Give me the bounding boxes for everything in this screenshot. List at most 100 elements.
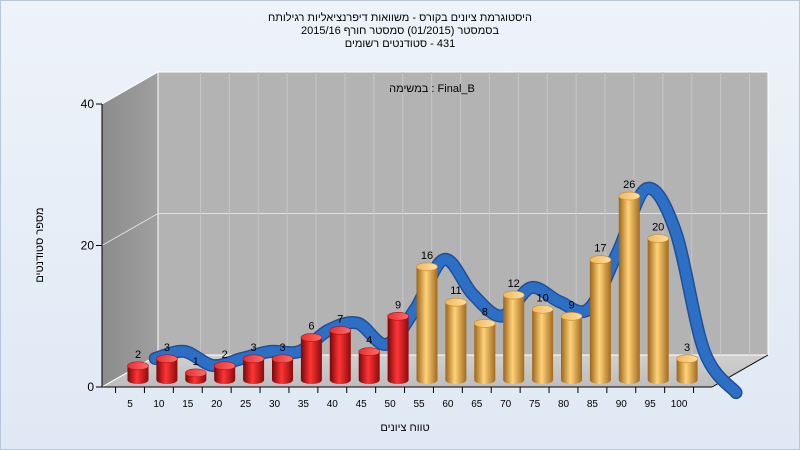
x-tick-label-50: 50 <box>385 399 397 410</box>
bar-top-65 <box>473 319 496 328</box>
bar-value-label-80: 9 <box>568 299 574 311</box>
bar-55 <box>416 262 438 384</box>
x-tick-label-80: 80 <box>558 399 570 410</box>
bar-50 <box>387 312 409 384</box>
bar-top-55 <box>416 262 438 272</box>
x-tick-label-95: 95 <box>645 399 657 410</box>
bar-top-95 <box>647 234 670 243</box>
bar-value-label-30: 3 <box>279 342 285 354</box>
bar-top-100 <box>676 354 698 364</box>
bar-10 <box>156 354 178 384</box>
bar-top-10 <box>156 354 178 364</box>
chart-subtitle: במשימה : Final_B <box>389 83 475 95</box>
bar-body-20 <box>214 365 236 384</box>
chart-title-line-3: 431 - סטודנטים רשומים <box>344 38 456 50</box>
bar-body-90 <box>618 196 640 384</box>
bar-value-label-50: 9 <box>395 299 401 311</box>
bar-top-90 <box>618 191 641 201</box>
x-tick-label-5: 5 <box>127 399 133 410</box>
bar-value-label-75: 10 <box>536 292 548 304</box>
bar-body-65 <box>474 323 496 384</box>
bar-body-70 <box>503 295 525 384</box>
x-tick-label-15: 15 <box>182 399 194 410</box>
x-tick-label-70: 70 <box>500 399 512 410</box>
bar-body-80 <box>561 316 582 384</box>
x-tick-label-30: 30 <box>269 399 281 410</box>
bar-body-95 <box>647 238 669 384</box>
bar-30 <box>271 354 294 384</box>
bar-top-50 <box>387 312 409 321</box>
bar-35 <box>300 333 323 384</box>
bar-top-45 <box>358 347 381 357</box>
bar-15 <box>185 368 207 384</box>
bar-top-80 <box>560 312 583 321</box>
bar-25 <box>242 354 265 384</box>
bar-top-15 <box>185 368 207 378</box>
bar-value-label-60: 11 <box>450 285 461 297</box>
y-axis-label: מספר סטודנטים <box>34 207 46 282</box>
bar-body-100 <box>676 358 698 384</box>
bar-70 <box>502 290 525 384</box>
bar-body-35 <box>300 337 322 384</box>
bar-value-label-20: 2 <box>222 349 228 361</box>
bar-90 <box>618 191 641 384</box>
x-tick-label-55: 55 <box>413 399 425 410</box>
bar-body-45 <box>358 351 380 384</box>
bar-top-60 <box>445 297 467 307</box>
bar-value-label-100: 3 <box>684 342 690 354</box>
bar-value-label-70: 12 <box>508 278 520 290</box>
chart-title-line-1: היסטוגרמת ציונים בקורס - משוואות דיפרנצי… <box>268 12 532 24</box>
x-tick-label-75: 75 <box>529 399 541 410</box>
bar-body-50 <box>387 316 409 384</box>
bar-top-5 <box>127 361 149 371</box>
bar-body-10 <box>156 358 178 384</box>
bar-value-label-5: 2 <box>135 349 141 361</box>
bar-value-label-35: 6 <box>308 321 314 333</box>
x-tick-label-40: 40 <box>327 399 339 410</box>
x-tick-label-25: 25 <box>240 399 252 410</box>
x-tick-label-45: 45 <box>356 399 368 410</box>
gridline-left-20 <box>101 213 159 246</box>
x-tick-label-100: 100 <box>671 399 688 410</box>
bar-body-30 <box>272 358 293 384</box>
bar-top-85 <box>589 255 612 265</box>
bar-top-35 <box>300 333 323 342</box>
bar-top-40 <box>329 326 352 335</box>
bar-top-30 <box>271 354 294 364</box>
bar-body-25 <box>243 358 265 384</box>
bar-value-label-90: 26 <box>623 179 635 191</box>
x-tick-label-90: 90 <box>616 399 628 410</box>
bar-body-60 <box>445 302 467 384</box>
bar-value-label-65: 8 <box>482 306 488 318</box>
bar-top-70 <box>502 290 525 300</box>
x-tick-label-65: 65 <box>471 399 483 410</box>
bar-40 <box>329 326 352 384</box>
chart-title-line-2: בסמסטר (01/2015) סמסטר חורף 2015/16 <box>300 25 500 37</box>
bar-value-label-45: 4 <box>366 335 372 347</box>
bar-body-40 <box>329 330 351 384</box>
x-axis-label: טווח ציונים <box>380 422 429 434</box>
bar-body-55 <box>416 266 438 384</box>
bar-value-label-55: 16 <box>421 250 433 262</box>
x-tick-label-85: 85 <box>587 399 599 410</box>
bar-body-75 <box>532 309 554 384</box>
y-tick-label-40: 40 <box>81 97 95 111</box>
bar-85 <box>589 255 612 384</box>
bar-80 <box>560 312 583 384</box>
bar-65 <box>473 319 496 384</box>
bar-60 <box>445 297 467 384</box>
bar-value-label-85: 17 <box>594 243 606 255</box>
bar-75 <box>531 304 554 384</box>
y-tick-label-0: 0 <box>87 380 94 394</box>
bar-20 <box>213 361 236 384</box>
bar-top-25 <box>242 354 265 364</box>
bar-100 <box>676 354 698 384</box>
bar-body-5 <box>127 365 149 384</box>
bar-top-75 <box>531 304 554 314</box>
x-tick-label-10: 10 <box>153 399 165 410</box>
axes: 0 20 40 5 10 15 20 25 30 35 40 45 50 55 60 65 70 75 80 85 90… <box>81 97 769 410</box>
bar-value-label-25: 3 <box>251 342 257 354</box>
bar-top-20 <box>213 361 236 371</box>
bars <box>127 191 698 384</box>
